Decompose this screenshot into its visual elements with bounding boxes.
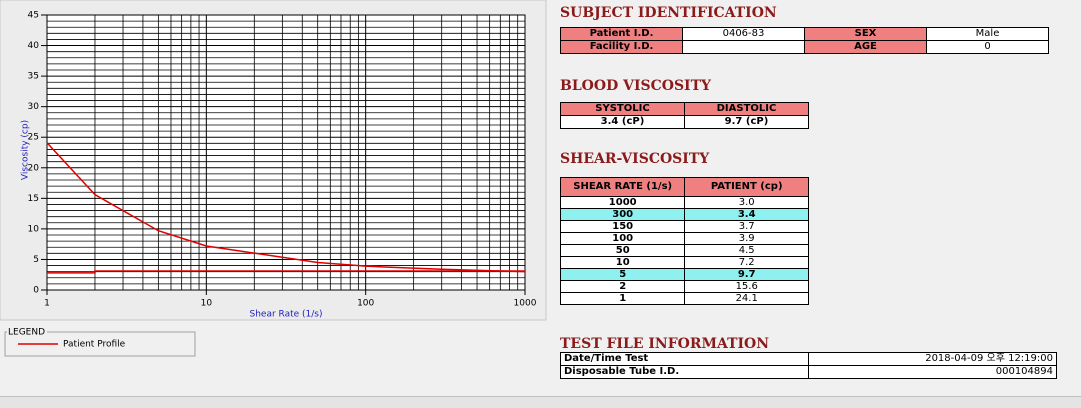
y-tick-label: 30	[28, 102, 40, 112]
x-tick-label: 10	[201, 299, 213, 309]
cell: SYSTOLIC	[560, 102, 685, 116]
y-tick-label: 0	[33, 286, 39, 296]
x-tick-label: 1	[44, 299, 50, 309]
section-title: SUBJECT IDENTIFICATION	[560, 5, 777, 21]
row: 150 3.7	[559, 220, 809, 233]
cell: Male	[926, 27, 1049, 41]
cell: 24.1	[684, 292, 809, 305]
status-bar	[0, 396, 1081, 408]
cell: 100	[559, 232, 686, 245]
row: SHEAR RATE (1/s) PATIENT (cp)	[559, 177, 809, 197]
row: 50 4.5	[559, 244, 809, 257]
x-axis-label: Shear Rate (1/s)	[250, 310, 323, 320]
cell: 3.9	[684, 232, 809, 245]
legend-box	[4, 331, 196, 357]
cell: Patient I.D.	[560, 27, 683, 41]
row: Date/Time Test 2018-04-09 오후 12:19:00	[560, 352, 1058, 366]
cell: Disposable Tube I.D.	[560, 365, 809, 379]
section-title: BLOOD VISCOSITY	[560, 78, 712, 94]
legend-title: LEGEND	[8, 328, 45, 338]
cell: 10	[559, 256, 686, 269]
x-tick-label: 100	[357, 299, 374, 309]
cell: 2018-04-09 오후 12:19:00	[807, 352, 1058, 366]
y-tick-label: 5	[33, 255, 39, 265]
cell: 300	[559, 208, 686, 221]
cell: 2	[559, 280, 686, 293]
cell: 15.6	[684, 280, 809, 293]
section-title: TEST FILE INFORMATION	[560, 336, 770, 352]
cell: Date/Time Test	[560, 352, 809, 366]
cell: SEX	[804, 27, 927, 41]
cell: 7.2	[684, 256, 809, 269]
cell: 3.0	[684, 196, 809, 209]
row: Patient I.D. 0406-83 SEX Male	[560, 27, 1049, 41]
cell: 0	[926, 40, 1049, 54]
row: Disposable Tube I.D. 000104894	[560, 365, 1058, 379]
row: 3.4 (cP) 9.7 (cP)	[560, 115, 810, 129]
y-axis-label: Viscosity (cp)	[21, 120, 31, 180]
row: 2 15.6	[559, 280, 809, 293]
cell: 1000	[559, 196, 686, 209]
cell	[682, 40, 805, 54]
row: 300 3.4	[559, 208, 809, 221]
chart: Viscosity (cp) Shear Rate (1/s) LEGEND 0…	[0, 0, 547, 357]
data-line	[46, 142, 526, 273]
y-tick-label: 10	[28, 224, 40, 234]
legend-title-bg	[7, 326, 47, 336]
plot-border	[46, 14, 526, 291]
y-tick-label: 15	[28, 194, 39, 204]
x-tick-label: 1000	[514, 299, 537, 309]
y-tick-label: 20	[28, 163, 40, 173]
cell: 150	[559, 220, 686, 233]
subject-table: Patient I.D. 0406-83 SEX Male Facility I.D. A…	[560, 27, 1049, 54]
testfile-table: Date/Time Test 2018-04-09 오후 12:19:00 Disp…	[560, 352, 1058, 379]
cell: 3.4 (cP)	[560, 115, 685, 129]
row: 100 3.9	[559, 232, 809, 245]
cell: 0406-83	[682, 27, 805, 41]
cell: 3.7	[684, 220, 809, 233]
y-tick-label: 40	[28, 41, 40, 51]
row: 1000 3.0	[559, 196, 809, 209]
section-title: SHEAR-VISCOSITY	[560, 151, 710, 167]
row: 1 24.1	[559, 292, 809, 305]
row: Facility I.D. AGE 0	[560, 40, 1049, 54]
shear-table: SHEAR RATE (1/s) PATIENT (cp) 1000 3.0 300 3.…	[559, 177, 809, 305]
cell: 000104894	[807, 365, 1058, 379]
cell: DIASTOLIC	[683, 102, 810, 116]
y-tick-label: 45	[28, 11, 39, 21]
cell: PATIENT (cp)	[684, 177, 809, 197]
cell: 4.5	[684, 244, 809, 257]
data-line	[47, 270, 525, 274]
cell: 5	[559, 268, 686, 281]
cell: 3.4	[684, 208, 809, 221]
y-tick-label: 25	[28, 133, 39, 143]
cell: SHEAR RATE (1/s)	[559, 177, 686, 197]
row: 10 7.2	[559, 256, 809, 269]
legend-label: Patient Profile	[63, 340, 126, 350]
row: SYSTOLIC DIASTOLIC	[560, 102, 810, 116]
cell: Facility I.D.	[560, 40, 683, 54]
blood-table: SYSTOLIC DIASTOLIC 3.4 (cP) 9.7 (cP)	[560, 102, 810, 129]
plot-area	[47, 15, 525, 290]
row: 5 9.7	[559, 268, 809, 281]
cell: 9.7	[684, 268, 809, 281]
cell: AGE	[804, 40, 927, 54]
cell: 50	[559, 244, 686, 257]
cell: 1	[559, 292, 686, 305]
cell: 9.7 (cP)	[683, 115, 810, 129]
y-tick-label: 35	[28, 72, 39, 82]
